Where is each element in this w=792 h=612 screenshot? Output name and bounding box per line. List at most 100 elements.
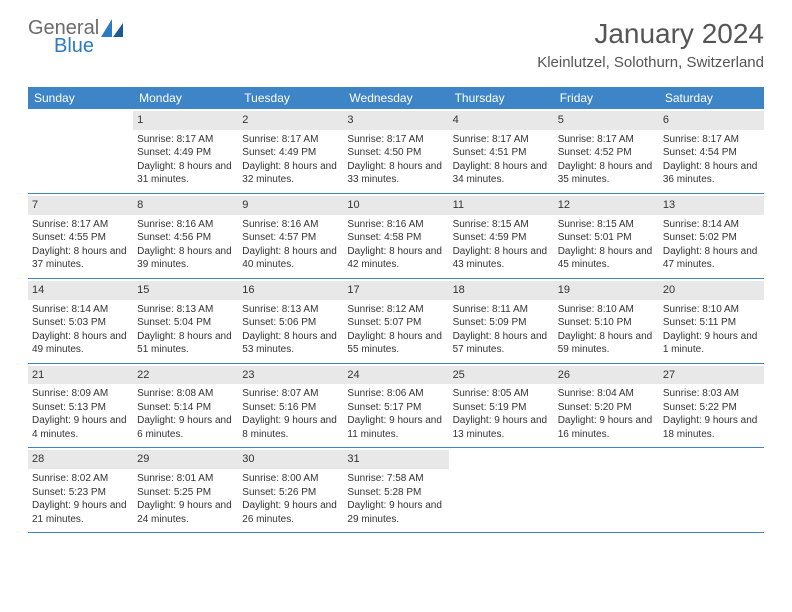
sunset-line: Sunset: 4:58 PM [347, 231, 444, 245]
sunrise-line: Sunrise: 8:14 AM [32, 303, 129, 317]
daylight-line: Daylight: 8 hours and 49 minutes. [32, 330, 129, 357]
sunset-line: Sunset: 4:55 PM [32, 231, 129, 245]
calendar-cell: . [449, 448, 554, 532]
daylight-line: Daylight: 8 hours and 42 minutes. [347, 245, 444, 272]
daylight-line: Daylight: 8 hours and 35 minutes. [558, 160, 655, 187]
calendar-cell: 31Sunrise: 7:58 AMSunset: 5:28 PMDayligh… [343, 448, 448, 532]
daylight-line: Daylight: 8 hours and 32 minutes. [242, 160, 339, 187]
sunset-line: Sunset: 5:11 PM [663, 316, 760, 330]
calendar-cell: 4Sunrise: 8:17 AMSunset: 4:51 PMDaylight… [449, 109, 554, 193]
day-number: 9 [238, 196, 343, 215]
sail-icon [101, 19, 123, 37]
week-row: 14Sunrise: 8:14 AMSunset: 5:03 PMDayligh… [28, 279, 764, 364]
daylight-line: Daylight: 9 hours and 29 minutes. [347, 499, 444, 526]
calendar-cell: 22Sunrise: 8:08 AMSunset: 5:14 PMDayligh… [133, 364, 238, 448]
sunrise-line: Sunrise: 8:08 AM [137, 387, 234, 401]
calendar-cell: 16Sunrise: 8:13 AMSunset: 5:06 PMDayligh… [238, 279, 343, 363]
sunrise-line: Sunrise: 8:06 AM [347, 387, 444, 401]
calendar-cell: 19Sunrise: 8:10 AMSunset: 5:10 PMDayligh… [554, 279, 659, 363]
daylight-line: Daylight: 9 hours and 4 minutes. [32, 414, 129, 441]
sunset-line: Sunset: 5:10 PM [558, 316, 655, 330]
daylight-line: Daylight: 8 hours and 53 minutes. [242, 330, 339, 357]
calendar-cell: 12 Sunrise: 8:15 AMSunset: 5:01 PMDayligh… [554, 194, 659, 278]
calendar-cell: 10Sunrise: 8:16 AMSunset: 4:58 PMDayligh… [343, 194, 448, 278]
calendar-cell: 20Sunrise: 8:10 AMSunset: 5:11 PMDayligh… [659, 279, 764, 363]
sunrise-line: Sunrise: 8:17 AM [558, 133, 655, 147]
sunset-line: Sunset: 5:09 PM [453, 316, 550, 330]
sunset-line: Sunset: 4:50 PM [347, 146, 444, 160]
day-number: 5 [554, 111, 659, 130]
day-number: 28 [28, 450, 133, 469]
sunrise-line: Sunrise: 8:00 AM [242, 472, 339, 486]
sunset-line: Sunset: 4:59 PM [453, 231, 550, 245]
calendar-cell: 2Sunrise: 8:17 AMSunset: 4:49 PMDaylight… [238, 109, 343, 193]
calendar-cell: . [659, 448, 764, 532]
week-row: 7Sunrise: 8:17 AMSunset: 4:55 PMDaylight… [28, 194, 764, 279]
calendar-cell: 25Sunrise: 8:05 AMSunset: 5:19 PMDayligh… [449, 364, 554, 448]
calendar-cell: 7Sunrise: 8:17 AMSunset: 4:55 PMDaylight… [28, 194, 133, 278]
daylight-line: Daylight: 8 hours and 40 minutes. [242, 245, 339, 272]
calendar-cell: 6Sunrise: 8:17 AMSunset: 4:54 PMDaylight… [659, 109, 764, 193]
daylight-line: Daylight: 9 hours and 6 minutes. [137, 414, 234, 441]
sunrise-line: Sunrise: 8:16 AM [137, 218, 234, 232]
day-header-wednesday: Wednesday [343, 87, 448, 109]
day-header-sunday: Sunday [28, 87, 133, 109]
daylight-line: Daylight: 9 hours and 11 minutes. [347, 414, 444, 441]
sunrise-line: Sunrise: 8:16 AM [347, 218, 444, 232]
daylight-line: Daylight: 8 hours and 45 minutes. [558, 245, 655, 272]
day-header-row: SundayMondayTuesdayWednesdayThursdayFrid… [28, 87, 764, 109]
daylight-line: Daylight: 9 hours and 8 minutes. [242, 414, 339, 441]
month-title: January 2024 [537, 18, 764, 50]
sunset-line: Sunset: 5:25 PM [137, 486, 234, 500]
day-number: 26 [554, 366, 659, 385]
sunset-line: Sunset: 4:57 PM [242, 231, 339, 245]
day-header-tuesday: Tuesday [238, 87, 343, 109]
daylight-line: Daylight: 8 hours and 33 minutes. [347, 160, 444, 187]
sunset-line: Sunset: 5:26 PM [242, 486, 339, 500]
sunset-line: Sunset: 5:16 PM [242, 401, 339, 415]
sunrise-line: Sunrise: 8:12 AM [347, 303, 444, 317]
daylight-line: Daylight: 9 hours and 21 minutes. [32, 499, 129, 526]
sunset-line: Sunset: 5:23 PM [32, 486, 129, 500]
header: General Blue January 2024 Kleinlutzel, S… [0, 0, 792, 79]
sunset-line: Sunset: 5:17 PM [347, 401, 444, 415]
day-number: 27 [659, 366, 764, 385]
calendar-cell: 18Sunrise: 8:11 AMSunset: 5:09 PMDayligh… [449, 279, 554, 363]
sunset-line: Sunset: 4:56 PM [137, 231, 234, 245]
sunrise-line: Sunrise: 8:15 AM [453, 218, 550, 232]
calendar-cell: 11Sunrise: 8:15 AMSunset: 4:59 PMDayligh… [449, 194, 554, 278]
daylight-line: Daylight: 8 hours and 31 minutes. [137, 160, 234, 187]
day-number: 2 [238, 111, 343, 130]
day-number: 12 [554, 196, 659, 215]
daylight-line: Daylight: 8 hours and 36 minutes. [663, 160, 760, 187]
sunset-line: Sunset: 5:13 PM [32, 401, 129, 415]
daylight-line: Daylight: 8 hours and 59 minutes. [558, 330, 655, 357]
sunrise-line: Sunrise: 8:15 AM [558, 218, 655, 232]
day-header-monday: Monday [133, 87, 238, 109]
location: Kleinlutzel, Solothurn, Switzerland [537, 54, 764, 71]
sunset-line: Sunset: 4:49 PM [242, 146, 339, 160]
day-number: 8 [133, 196, 238, 215]
day-number: 7 [28, 196, 133, 215]
calendar-cell: 9Sunrise: 8:16 AMSunset: 4:57 PMDaylight… [238, 194, 343, 278]
calendar: SundayMondayTuesdayWednesdayThursdayFrid… [28, 87, 764, 533]
sunrise-line: Sunrise: 8:02 AM [32, 472, 129, 486]
sunset-line: Sunset: 5:04 PM [137, 316, 234, 330]
day-number: 1 [133, 111, 238, 130]
sunset-line: Sunset: 4:51 PM [453, 146, 550, 160]
brand-logo: General Blue [28, 18, 123, 56]
sunrise-line: Sunrise: 8:13 AM [242, 303, 339, 317]
sunrise-line: Sunrise: 8:13 AM [137, 303, 234, 317]
sunrise-line: Sunrise: 8:14 AM [663, 218, 760, 232]
daylight-line: Daylight: 8 hours and 57 minutes. [453, 330, 550, 357]
sunset-line: Sunset: 5:19 PM [453, 401, 550, 415]
sunset-line: Sunset: 5:02 PM [663, 231, 760, 245]
daylight-line: Daylight: 9 hours and 1 minute. [663, 330, 760, 357]
calendar-cell: 21Sunrise: 8:09 AMSunset: 5:13 PMDayligh… [28, 364, 133, 448]
daylight-line: Daylight: 8 hours and 39 minutes. [137, 245, 234, 272]
calendar-cell: 14Sunrise: 8:14 AMSunset: 5:03 PMDayligh… [28, 279, 133, 363]
sunrise-line: Sunrise: 7:58 AM [347, 472, 444, 486]
sunrise-line: Sunrise: 8:04 AM [558, 387, 655, 401]
daylight-line: Daylight: 8 hours and 51 minutes. [137, 330, 234, 357]
sunset-line: Sunset: 5:01 PM [558, 231, 655, 245]
